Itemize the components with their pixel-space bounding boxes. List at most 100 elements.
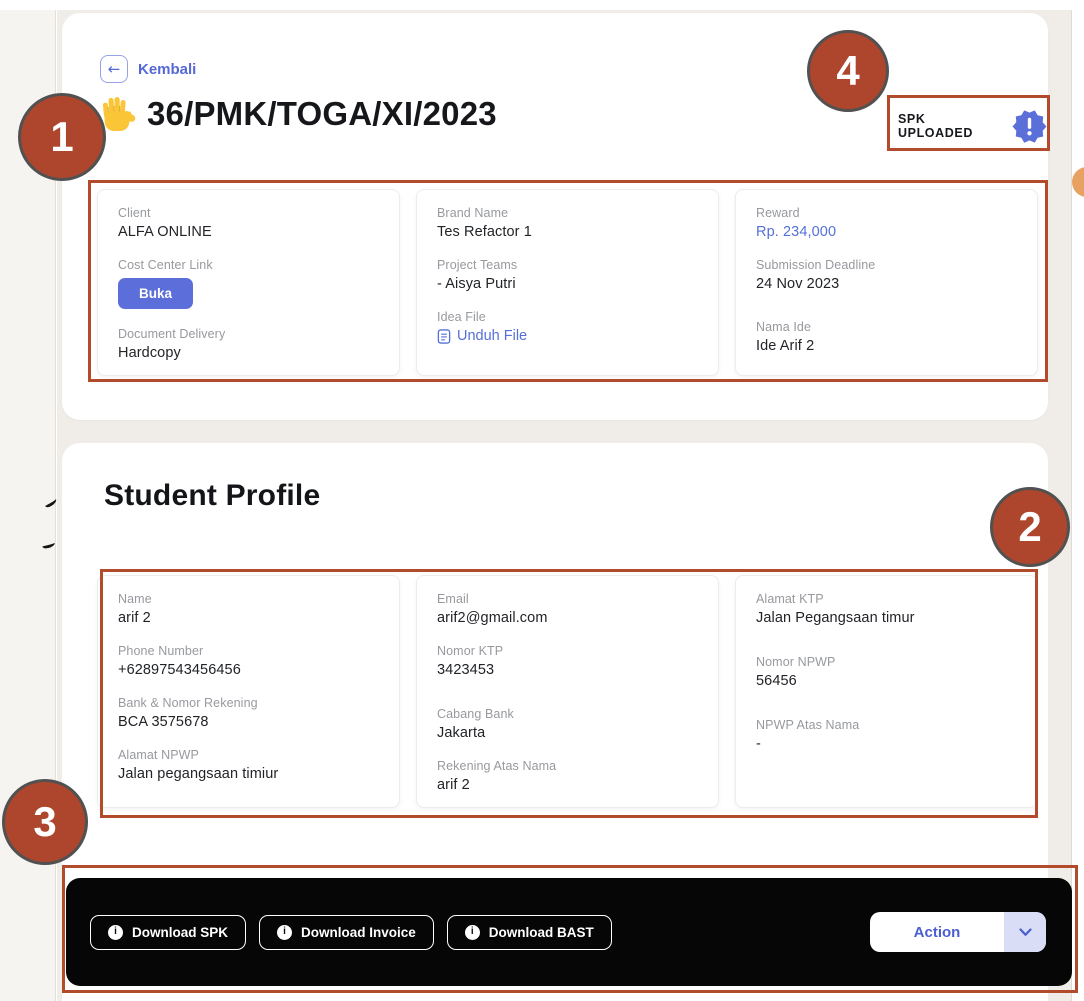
field-phone: Phone Number +62897543456456 xyxy=(118,644,379,678)
field-value: ALFA ONLINE xyxy=(118,224,212,240)
field-value: Jakarta xyxy=(437,725,486,741)
field-label: Email xyxy=(437,592,469,606)
field-document-delivery: Document Delivery Hardcopy xyxy=(118,327,379,361)
field-label: Brand Name xyxy=(437,206,509,220)
back-button[interactable]: ← xyxy=(100,55,128,83)
field-value: Rp. 234,000 xyxy=(756,224,837,240)
field-alamat-npwp: Alamat NPWP Jalan pegangsaan timiur xyxy=(118,748,379,782)
annotation-circle-2: 2 xyxy=(990,487,1070,567)
annotation-circle-1: 1 xyxy=(18,93,106,181)
field-name: Name arif 2 xyxy=(118,592,379,626)
field-value: +62897543456456 xyxy=(118,662,241,678)
field-nama-ide: Nama Ide Ide Arif 2 xyxy=(756,320,1017,354)
field-cost-center-link: Cost Center Link Buka xyxy=(118,258,379,309)
info-icon: i xyxy=(277,924,293,940)
field-label: Idea File xyxy=(437,310,486,324)
link-label: Unduh File xyxy=(457,328,528,344)
field-label: Alamat NPWP xyxy=(118,748,199,762)
field-value: Ide Arif 2 xyxy=(756,338,815,354)
field-idea-file: Idea File Unduh File xyxy=(437,310,698,344)
unduh-file-link[interactable]: Unduh File xyxy=(437,328,698,344)
action-label: Action xyxy=(913,923,961,941)
project-card-2: Brand Name Tes Refactor 1 Project Teams … xyxy=(416,189,719,376)
badge-label: SPK UPLOADED xyxy=(898,112,973,140)
button-label: Download BAST xyxy=(488,924,594,940)
field-client: Client ALFA ONLINE xyxy=(118,206,379,240)
field-label: Cabang Bank xyxy=(437,707,514,721)
project-card-1: Client ALFA ONLINE Cost Center Link Buka… xyxy=(97,189,400,376)
field-value: 24 Nov 2023 xyxy=(756,276,840,292)
field-value: - xyxy=(756,736,761,752)
field-value: 56456 xyxy=(756,673,797,689)
field-label: Name xyxy=(118,592,152,606)
field-nomor-ktp: Nomor KTP 3423453 xyxy=(437,644,698,678)
arrow-left-icon: ← xyxy=(107,60,121,78)
download-bast-button[interactable]: i Download BAST xyxy=(446,914,612,950)
button-label: Download SPK xyxy=(132,924,229,940)
field-label: Nomor NPWP xyxy=(756,655,836,669)
action-dropdown-button[interactable]: Action xyxy=(870,912,1046,952)
field-label: Rekening Atas Nama xyxy=(437,759,557,773)
info-icon: i xyxy=(464,924,480,940)
field-value: BCA 3575678 xyxy=(118,714,209,730)
field-value: 3423453 xyxy=(437,662,495,678)
field-label: Nomor KTP xyxy=(437,644,504,658)
button-label: Download Invoice xyxy=(301,924,416,940)
field-label: NPWP Atas Nama xyxy=(756,718,860,732)
field-label: Submission Deadline xyxy=(756,258,876,272)
field-value: Jalan pegangsaan timiur xyxy=(118,766,279,782)
field-label: Phone Number xyxy=(118,644,204,658)
field-label: Project Teams xyxy=(437,258,518,272)
chevron-down-icon[interactable] xyxy=(1004,912,1046,952)
student-cards-row: Name arif 2 Phone Number +62897543456456… xyxy=(97,575,1038,808)
spk-uploaded-badge: SPK UPLOADED xyxy=(898,104,1048,148)
field-value: Jalan Pegangsaan timur xyxy=(756,610,915,626)
annotation-circle-4: 4 xyxy=(807,30,889,112)
field-label: Document Delivery xyxy=(118,327,226,341)
footer-action-bar: i Download SPK i Download Invoice i Down… xyxy=(66,878,1072,986)
title-row: 36/PMK/TOGA/XI/2023 xyxy=(96,93,497,135)
field-nomor-npwp: Nomor NPWP 56456 xyxy=(756,655,1017,689)
back-label[interactable]: Kembali xyxy=(138,61,197,78)
field-label: Reward xyxy=(756,206,800,220)
seal-exclamation-icon xyxy=(1011,108,1048,145)
field-value: arif 2 xyxy=(118,610,151,626)
field-rekening-atas-nama: Rekening Atas Nama arif 2 xyxy=(437,759,698,793)
project-cards-row: Client ALFA ONLINE Cost Center Link Buka… xyxy=(97,189,1038,376)
field-brand-name: Brand Name Tes Refactor 1 xyxy=(437,206,698,240)
field-label: Nama Ide xyxy=(756,320,811,334)
page-title: 36/PMK/TOGA/XI/2023 xyxy=(147,95,497,132)
field-label: Alamat KTP xyxy=(756,592,824,606)
field-value: Tes Refactor 1 xyxy=(437,224,532,240)
document-icon xyxy=(437,328,451,344)
field-npwp-atas-nama: NPWP Atas Nama - xyxy=(756,718,1017,752)
student-card-3: Alamat KTP Jalan Pegangsaan timur Nomor … xyxy=(735,575,1038,808)
field-reward: Reward Rp. 234,000 xyxy=(756,206,1017,240)
field-value: - Aisya Putri xyxy=(437,276,516,292)
orange-edge-dot xyxy=(1072,167,1084,197)
field-email: Email arif2@gmail.com xyxy=(437,592,698,626)
field-project-teams: Project Teams - Aisya Putri xyxy=(437,258,698,292)
buka-button[interactable]: Buka xyxy=(118,278,194,309)
field-bank-rekening: Bank & Nomor Rekening BCA 3575678 xyxy=(118,696,379,730)
field-value: Hardcopy xyxy=(118,345,181,361)
project-card-3: Reward Rp. 234,000 Submission Deadline 2… xyxy=(735,189,1038,376)
field-submission-deadline: Submission Deadline 24 Nov 2023 xyxy=(756,258,1017,292)
field-label: Client xyxy=(118,206,151,220)
student-profile-heading: Student Profile xyxy=(104,479,321,512)
download-spk-button[interactable]: i Download SPK xyxy=(90,914,247,950)
field-label: Cost Center Link xyxy=(118,258,213,272)
field-cabang-bank: Cabang Bank Jakarta xyxy=(437,707,698,741)
field-value: arif2@gmail.com xyxy=(437,610,548,626)
info-icon: i xyxy=(108,924,123,940)
download-invoice-button[interactable]: i Download Invoice xyxy=(259,914,434,950)
project-panel: ← Kembali 36/P xyxy=(62,13,1048,420)
student-card-2: Email arif2@gmail.com Nomor KTP 3423453 … xyxy=(416,575,719,808)
field-label: Bank & Nomor Rekening xyxy=(118,696,258,710)
annotation-circle-3: 3 xyxy=(2,779,88,865)
field-value: arif 2 xyxy=(437,777,470,793)
raised-hand-icon xyxy=(96,93,138,135)
student-card-1: Name arif 2 Phone Number +62897543456456… xyxy=(97,575,400,808)
field-alamat-ktp: Alamat KTP Jalan Pegangsaan timur xyxy=(756,592,1017,626)
